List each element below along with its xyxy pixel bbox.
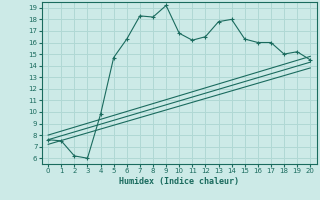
X-axis label: Humidex (Indice chaleur): Humidex (Indice chaleur) [119, 177, 239, 186]
